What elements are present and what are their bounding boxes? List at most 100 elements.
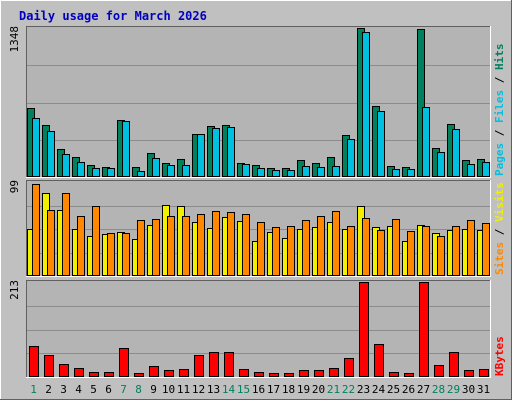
bar-sites-day-5 (92, 206, 100, 276)
bar-sites-day-12 (197, 214, 205, 276)
bar-sites-day-16 (257, 222, 265, 276)
x-tick-label-day-15: 15 (237, 383, 250, 396)
bar-files-day-30 (467, 164, 475, 177)
x-tick-label-day-25: 25 (387, 383, 400, 396)
x-tick-label-day-3: 3 (60, 383, 67, 396)
bar-sites-day-1 (32, 184, 40, 276)
series-legend: KBytes (493, 336, 506, 376)
x-tick-label-day-30: 30 (462, 383, 475, 396)
y-axis-max-label: 213 (8, 280, 21, 300)
x-tick-label-day-22: 22 (342, 383, 355, 396)
bar-files-day-25 (392, 169, 400, 177)
x-tick-label-day-20: 20 (312, 383, 325, 396)
bar-kbytes-day-21 (329, 368, 339, 377)
bar-kbytes-day-30 (464, 370, 474, 377)
bar-sites-day-11 (182, 216, 190, 276)
bar-files-day-24 (377, 111, 385, 177)
x-tick-label-day-6: 6 (105, 383, 112, 396)
bar-kbytes-day-14 (224, 352, 234, 377)
bar-kbytes-day-9 (149, 366, 159, 377)
bar-sites-day-22 (347, 226, 355, 276)
x-tick-label-day-19: 19 (297, 383, 310, 396)
bar-files-day-2 (47, 131, 55, 177)
bar-files-day-4 (77, 162, 85, 177)
bar-sites-day-9 (152, 219, 160, 276)
panel-visits-sites: 99 Sites / Visits (8, 180, 506, 277)
bar-kbytes-day-5 (89, 372, 99, 377)
bar-files-day-18 (287, 170, 295, 177)
bar-sites-day-10 (167, 216, 175, 276)
bar-sites-day-25 (392, 219, 400, 276)
bar-kbytes-day-2 (44, 355, 54, 377)
panel-background (26, 26, 491, 178)
bar-kbytes-day-16 (254, 372, 264, 377)
bar-sites-day-17 (272, 227, 280, 276)
bar-sites-day-23 (362, 218, 370, 276)
bar-files-day-26 (407, 169, 415, 177)
bar-files-day-31 (482, 162, 490, 177)
series-legend: Pages / Files / Hits (493, 44, 506, 177)
bar-kbytes-day-1 (29, 346, 39, 377)
bar-kbytes-day-23 (359, 282, 369, 377)
bar-kbytes-day-22 (344, 358, 354, 377)
bar-kbytes-day-28 (434, 365, 444, 377)
x-tick-label-day-7: 7 (120, 383, 127, 396)
bar-files-day-16 (257, 168, 265, 177)
x-tick-label-day-8: 8 (135, 383, 142, 396)
bar-kbytes-day-25 (389, 372, 399, 377)
bar-files-day-17 (272, 170, 280, 177)
x-tick-label-day-13: 13 (207, 383, 220, 396)
bar-files-day-3 (62, 154, 70, 177)
bar-files-day-15 (242, 164, 250, 177)
bar-files-day-9 (152, 158, 160, 177)
x-tick-label-day-9: 9 (150, 383, 157, 396)
x-tick-label-day-29: 29 (447, 383, 460, 396)
bar-sites-day-26 (407, 231, 415, 276)
x-tick-label-day-26: 26 (402, 383, 415, 396)
bar-sites-day-18 (287, 226, 295, 276)
x-axis-labels: 1 2 3 4 5 6 7 8 9 10 11 12 13 14 15 16 17 18 19 20 21 22 23 24 2… (30, 383, 490, 396)
x-tick-label-day-21: 21 (327, 383, 340, 396)
x-tick-label-day-11: 11 (177, 383, 190, 396)
bar-files-day-12 (197, 134, 205, 177)
bar-sites-day-21 (332, 211, 340, 276)
bar-sites-day-8 (137, 220, 145, 276)
bar-files-day-19 (302, 166, 310, 177)
bar-files-day-6 (107, 168, 115, 177)
bar-files-day-22 (347, 139, 355, 177)
bar-files-day-20 (317, 167, 325, 177)
bar-kbytes-day-11 (179, 369, 189, 377)
legend-files: Files (493, 90, 506, 123)
x-tick-label-day-14: 14 (222, 383, 236, 396)
x-tick-label-day-31: 31 (477, 383, 490, 396)
bar-sites-day-30 (467, 220, 475, 276)
bar-sites-day-20 (317, 216, 325, 276)
panel-background (26, 280, 491, 378)
bar-kbytes-day-20 (314, 370, 324, 377)
bar-kbytes-day-12 (194, 355, 204, 377)
legend-hits: Hits (493, 44, 506, 71)
bar-sites-day-13 (212, 211, 220, 276)
bar-kbytes-day-19 (299, 370, 309, 377)
bar-sites-day-6 (107, 233, 115, 276)
legend-visits: Visits (493, 182, 506, 222)
bar-sites-day-24 (377, 230, 385, 276)
bar-files-day-11 (182, 165, 190, 177)
bar-files-day-7 (122, 121, 130, 177)
bar-sites-day-28 (437, 236, 445, 276)
x-tick-label-day-17: 17 (267, 383, 280, 396)
bar-sites-day-4 (77, 216, 85, 276)
bar-sites-day-3 (62, 193, 70, 276)
bar-kbytes-day-27 (419, 282, 429, 377)
x-tick-label-day-28: 28 (432, 383, 445, 396)
x-tick-label-day-4: 4 (75, 383, 82, 396)
bar-files-day-14 (227, 127, 235, 177)
panel-hits-files-pages: 1348 Pages / Files / Hits (8, 26, 506, 178)
x-tick-label-day-27: 27 (417, 383, 430, 396)
bar-kbytes-day-10 (164, 370, 174, 377)
bar-files-day-27 (422, 107, 430, 177)
legend-sites: Sites (493, 242, 506, 275)
bar-files-day-29 (452, 129, 460, 177)
